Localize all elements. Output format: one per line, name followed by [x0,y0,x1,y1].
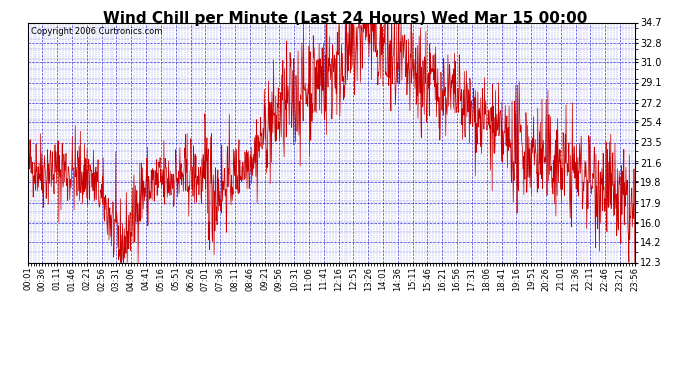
Text: Copyright 2006 Curtronics.com: Copyright 2006 Curtronics.com [30,27,162,36]
Text: Wind Chill per Minute (Last 24 Hours) Wed Mar 15 00:00: Wind Chill per Minute (Last 24 Hours) We… [103,11,587,26]
